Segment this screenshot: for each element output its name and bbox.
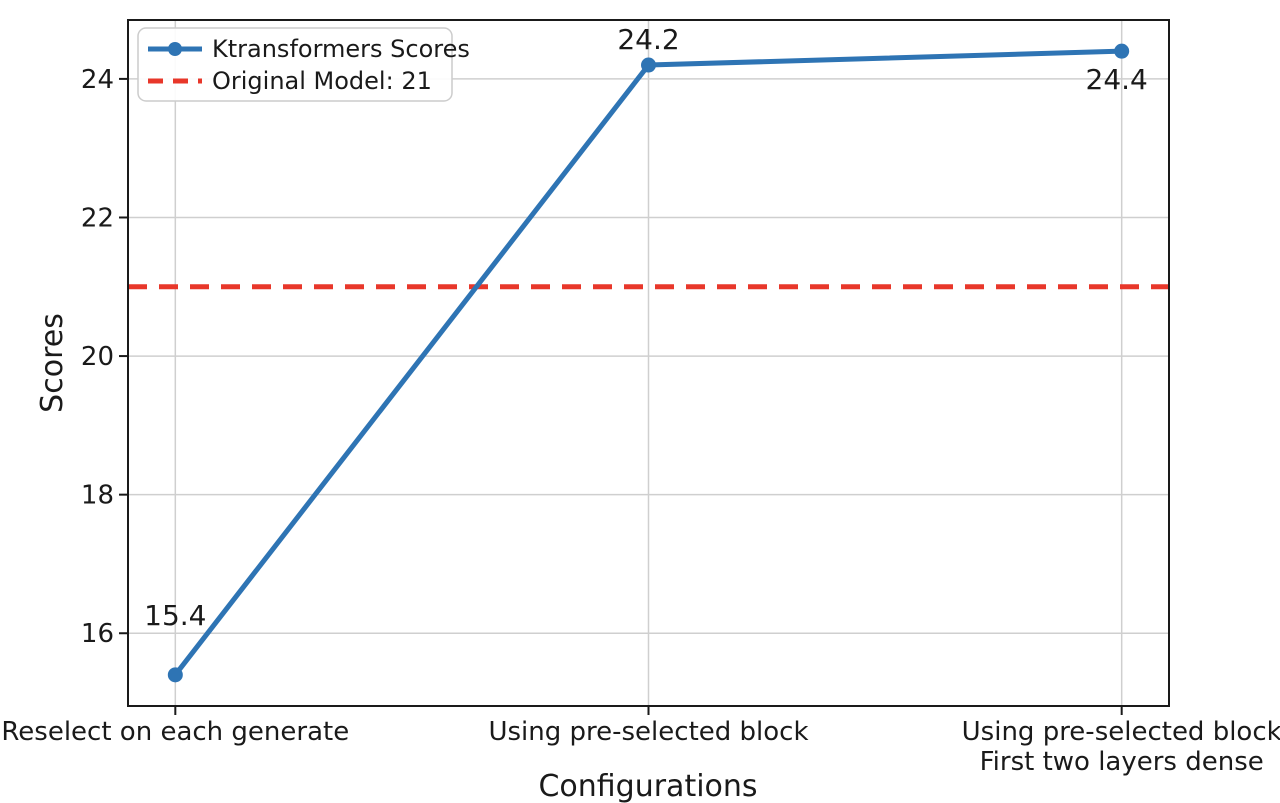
- x-tick-label: Using pre-selected block: [488, 717, 808, 747]
- y-axis-label: Scores: [35, 313, 70, 413]
- data-point-label: 24.2: [617, 23, 679, 56]
- y-tick-label: 20: [81, 342, 114, 372]
- tick-marks: [119, 77, 1123, 715]
- plot-border-group: [127, 19, 1170, 707]
- data-series-group: [167, 43, 1130, 683]
- gridlines: [128, 20, 1169, 706]
- y-tick-label: 22: [81, 203, 114, 233]
- x-tick-label: Reselect on each generate: [1, 717, 349, 747]
- data-point-marker: [167, 667, 183, 683]
- legend-marker-sample: [168, 42, 182, 56]
- y-tick-label: 24: [81, 65, 114, 95]
- data-point-label: 15.4: [144, 599, 206, 632]
- x-axis-label: Configurations: [538, 769, 757, 803]
- legend-box: [137, 27, 453, 102]
- point-annotations: 15.4 24.2 24.4: [144, 23, 1148, 632]
- data-point-label: 24.4: [1086, 63, 1148, 96]
- y-tick-label: 16: [81, 619, 114, 649]
- legend-label-hline: Original Model: 21: [212, 67, 432, 95]
- data-point-marker: [641, 57, 656, 73]
- legend: Ktransformers Scores Original Model: 21: [137, 27, 470, 102]
- plot-border: [127, 19, 1170, 707]
- x-tick-label: Using pre-selected block First two layers…: [962, 717, 1280, 777]
- tick-labels: 16 18 20 22 24 Reselect on each generate Using…: [1, 65, 1280, 777]
- y-tick-label: 18: [81, 481, 114, 511]
- legend-label-series: Ktransformers Scores: [212, 35, 470, 63]
- data-point-marker: [1114, 43, 1130, 59]
